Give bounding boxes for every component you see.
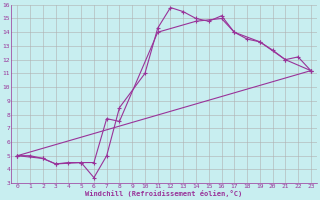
X-axis label: Windchill (Refroidissement éolien,°C): Windchill (Refroidissement éolien,°C) (85, 190, 243, 197)
